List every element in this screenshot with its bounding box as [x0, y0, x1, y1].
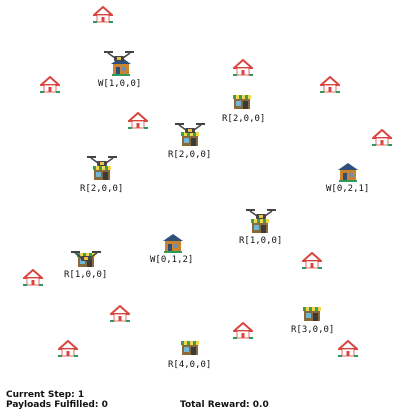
retail-store-icon	[233, 95, 251, 109]
house-icon	[302, 252, 322, 270]
house-icon	[23, 269, 43, 287]
house-icon	[128, 112, 148, 130]
retail-store-icon	[303, 307, 321, 321]
house-icon	[233, 59, 253, 77]
house-icon	[58, 340, 78, 358]
drone-icon	[86, 155, 118, 167]
current-step-label: Current Step:	[6, 390, 75, 400]
current-step-value: 1	[77, 390, 85, 400]
house-icon	[93, 6, 113, 24]
drone-icon	[103, 50, 135, 62]
warehouse-icon	[163, 234, 183, 253]
total-reward-value: 0.0	[252, 400, 269, 410]
warehouse-label: W[0,2,1]	[326, 184, 370, 194]
total-reward-label: Total Reward:	[180, 400, 250, 410]
warehouse-icon	[338, 163, 358, 182]
payloads-fulfilled-readout: Payloads Fulfilled: 0	[6, 400, 108, 410]
store-label: R[1,0,0]	[64, 270, 108, 280]
store-label: R[2,0,0]	[222, 114, 266, 124]
retail-store-icon	[93, 166, 111, 180]
retail-store-icon	[181, 341, 199, 355]
drone-icon	[174, 122, 206, 134]
store-label: R[3,0,0]	[291, 325, 335, 335]
payloads-fulfilled-label: Payloads Fulfilled:	[6, 400, 99, 410]
house-icon	[40, 76, 60, 94]
store-label: R[2,0,0]	[80, 184, 124, 194]
total-reward-readout: Total Reward: 0.0	[180, 400, 269, 410]
store-label: R[1,0,0]	[239, 236, 283, 246]
house-icon	[372, 129, 392, 147]
house-icon	[233, 322, 253, 340]
warehouse-label: W[1,0,0]	[98, 79, 142, 89]
drone-icon	[70, 250, 102, 262]
warehouse-label: W[0,1,2]	[150, 255, 194, 265]
store-label: R[2,0,0]	[168, 150, 212, 160]
retail-store-icon	[251, 219, 269, 233]
drone-icon	[245, 208, 277, 220]
store-label: R[4,0,0]	[168, 360, 212, 370]
house-icon	[110, 305, 130, 323]
house-icon	[320, 76, 340, 94]
current-step-readout: Current Step: 1	[6, 390, 84, 400]
payloads-fulfilled-value: 0	[101, 400, 108, 410]
house-icon	[338, 340, 358, 358]
